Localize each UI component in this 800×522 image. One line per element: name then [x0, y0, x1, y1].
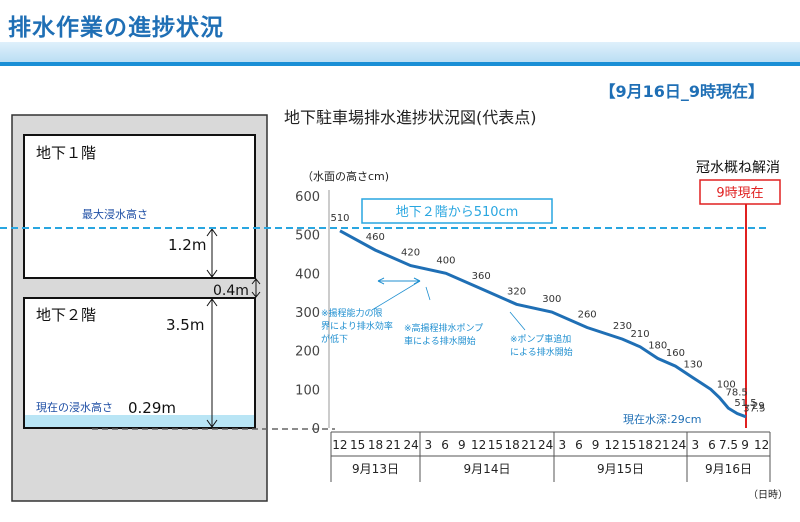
note-2-leader: [425, 286, 431, 301]
data-label: 460: [366, 232, 385, 243]
note-2: ※高揚程排水ポンプ 車による排水開始: [404, 322, 483, 347]
x-tick-label: 24: [671, 438, 686, 452]
data-label: 130: [683, 360, 702, 371]
x-axis-label: （日時）: [748, 489, 788, 501]
day-label: 9月13日: [352, 462, 399, 476]
x-tick-label: 12: [332, 438, 347, 452]
data-label: 510: [330, 213, 349, 224]
header-band: [0, 42, 800, 64]
current-flood-label: 現在の浸水高さ: [36, 400, 113, 414]
y-tick-label: 300: [295, 306, 320, 321]
x-tick-label: 21: [521, 438, 536, 452]
note-1: ※揚程能力の限 界により排水効率 が低下: [321, 307, 393, 345]
y-tick-label: 500: [295, 229, 320, 244]
x-tick-label: 3: [558, 438, 566, 452]
day-label: 9月16日: [705, 462, 752, 476]
dim-lower-label: 3.5m: [166, 316, 204, 334]
page-title: 排水作業の進捗状況: [8, 15, 224, 41]
note-1-leader: [371, 280, 421, 311]
note-1-line-3: が低下: [321, 333, 348, 345]
dim-lower-arrows: [206, 298, 218, 428]
y-tick-label: 400: [295, 267, 320, 282]
current-flood-value: 0.29m: [128, 399, 176, 417]
data-label: 230: [613, 321, 632, 332]
day-label: 9月15日: [597, 462, 644, 476]
x-tick-label: 7.5: [719, 438, 738, 452]
chart-title: 地下駐車場排水進捗状況図(代表点): [284, 108, 537, 127]
y-axis-label: （水面の高さcm): [302, 169, 389, 183]
x-tick-label: 24: [403, 438, 418, 452]
dim-upper-label: 1.2m: [168, 236, 206, 254]
y-tick-label: 200: [295, 345, 320, 360]
x-tick-label: 3: [425, 438, 433, 452]
note-1-line-2: 界により排水効率: [321, 320, 393, 332]
x-tick-label: 6: [708, 438, 716, 452]
data-label: 100: [717, 379, 736, 390]
x-tick-label: 15: [350, 438, 365, 452]
x-tick-label: 9: [458, 438, 466, 452]
data-label: 78.5: [726, 388, 748, 399]
max-level-box: [361, 198, 553, 224]
x-tick-label: 21: [654, 438, 669, 452]
max-level-box-label: 地下２階から510cm: [396, 205, 519, 220]
dim-slab-label: 0.4m: [213, 283, 249, 299]
floor2-room: [23, 297, 256, 429]
resolved-label: 冠水概ね解消: [696, 160, 780, 176]
now-marker-label: 9時現在: [716, 186, 763, 201]
data-label: 37.5: [743, 404, 765, 415]
x-tick-label: 6: [441, 438, 449, 452]
note-1-line-1: ※揚程能力の限: [321, 307, 383, 319]
data-label: 260: [578, 309, 597, 320]
y-tick-label: 600: [295, 190, 320, 205]
max-flood-label: 最大浸水高さ: [82, 207, 148, 221]
series-line: [339, 229, 747, 419]
note-3-line-1: ※ポンプ車追加: [510, 333, 571, 345]
data-label: 320: [507, 286, 526, 297]
note-3-leader: [509, 311, 526, 331]
x-tick-label: 15: [621, 438, 636, 452]
note-3-line-2: による排水開始: [510, 346, 573, 358]
x-tick-label: 18: [504, 438, 519, 452]
x-tick-label: 12: [471, 438, 486, 452]
now-marker-box: [699, 179, 781, 205]
y-tick-label: 100: [295, 383, 320, 398]
data-label: 180: [648, 340, 667, 351]
data-label: 300: [542, 294, 561, 305]
day-label: 9月14日: [464, 462, 511, 476]
note-1-arrow: [377, 277, 421, 285]
data-label: 360: [472, 271, 491, 282]
floor1-room: [23, 134, 256, 279]
note-3: ※ポンプ車追加 による排水開始: [510, 333, 573, 358]
x-tick-label: 12: [605, 438, 620, 452]
header-rule: [0, 62, 800, 66]
x-tick-label: 21: [386, 438, 401, 452]
data-label: 29: [752, 401, 765, 412]
as-of-label: 【9月16日_9時現在】: [599, 82, 764, 101]
x-tick-label: 15: [488, 438, 503, 452]
x-tick-label: 12: [754, 438, 769, 452]
x-tick-label: 9: [741, 438, 749, 452]
current-water: [25, 415, 254, 427]
data-label: 160: [666, 348, 685, 359]
x-tick-label: 18: [368, 438, 383, 452]
x-tick-label: 9: [592, 438, 600, 452]
x-tick-label: 3: [691, 438, 699, 452]
dim-slab-arrows: [251, 278, 261, 298]
data-label: 51.5: [734, 398, 756, 409]
floor1-label: 地下１階: [36, 144, 96, 162]
x-tick-label: 6: [575, 438, 583, 452]
note-2-line-2: 車による排水開始: [404, 335, 476, 347]
x-tick-label: 18: [638, 438, 653, 452]
data-label: 210: [631, 329, 650, 340]
data-label: 420: [401, 248, 420, 259]
x-tick-label: 24: [538, 438, 553, 452]
floor2-label: 地下２階: [36, 306, 96, 324]
data-label: 400: [436, 255, 455, 266]
note-2-line-1: ※高揚程排水ポンプ: [404, 322, 483, 334]
current-depth-label: 現在水深:29cm: [623, 413, 701, 426]
